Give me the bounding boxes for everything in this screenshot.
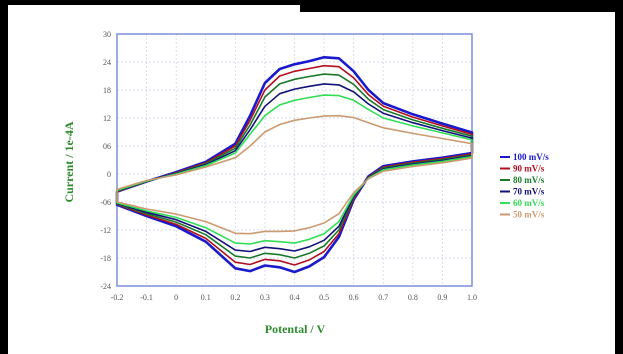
x-tick-labels: -0.2 -0.1 0 0.1 0.2 0.3 0.4 0.5 0.6 0.7 0.8 0.9 1.0: [111, 293, 477, 302]
y-tick-label: 18: [103, 86, 111, 95]
x-tick-label: 0.1: [201, 293, 211, 302]
y-tick-label: 0: [107, 170, 111, 179]
x-tick-label: 0.7: [378, 293, 388, 302]
legend: 100 mV/s 90 mV/s80 mV/s 70 mV/s60 mV/s 50 m…: [500, 152, 549, 220]
x-tick-label: 0: [174, 293, 178, 302]
y-tick-label: -12: [100, 226, 111, 235]
legend-label: 60 mV/s: [513, 198, 545, 208]
x-tick-label: 0.5: [319, 293, 329, 302]
x-tick-label: -0.1: [140, 293, 153, 302]
x-tick-label: 0.3: [260, 293, 270, 302]
y-axis-title: Current / 1e-4A: [62, 121, 76, 202]
y-tick-label: 24: [103, 58, 111, 67]
y-tick-label: 30: [103, 30, 111, 39]
legend-label: 90 mV/s: [513, 164, 545, 174]
y-tick-label: 06: [103, 142, 111, 151]
plot-area-border: [116, 33, 473, 287]
legend-label: 70 mV/s: [513, 187, 545, 197]
frame-border-top-right: [300, 0, 623, 12]
frame-border-top-left: [0, 0, 300, 5]
frame-border-left: [0, 0, 8, 354]
series-layer: [115, 56, 474, 274]
grid: [116, 33, 473, 287]
y-tick-label: 12: [103, 114, 111, 123]
legend-label: 100 mV/s: [513, 152, 549, 162]
x-tick-label: 1.0: [467, 293, 477, 302]
series-line-6: [116, 114, 473, 235]
x-tick-label: 0.4: [290, 293, 300, 302]
x-tick-label: 0.8: [408, 293, 418, 302]
legend-label: 80 mV/s: [513, 175, 545, 185]
x-tick-label: -0.2: [111, 293, 124, 302]
legend-label: 50 mV/s: [513, 210, 545, 220]
y-tick-labels: 30 24 18 12 06 0 -06 -12 -18 -24: [100, 30, 111, 291]
x-axis-title: Potental / V: [265, 322, 326, 336]
y-tick-label: -18: [100, 254, 111, 263]
frame-border-right: [615, 0, 623, 354]
y-tick-label: -06: [100, 198, 111, 207]
x-tick-label: 0.2: [230, 293, 240, 302]
x-tick-label: 0.9: [437, 293, 447, 302]
y-tick-label: -24: [100, 282, 111, 291]
x-tick-label: 0.6: [349, 293, 359, 302]
